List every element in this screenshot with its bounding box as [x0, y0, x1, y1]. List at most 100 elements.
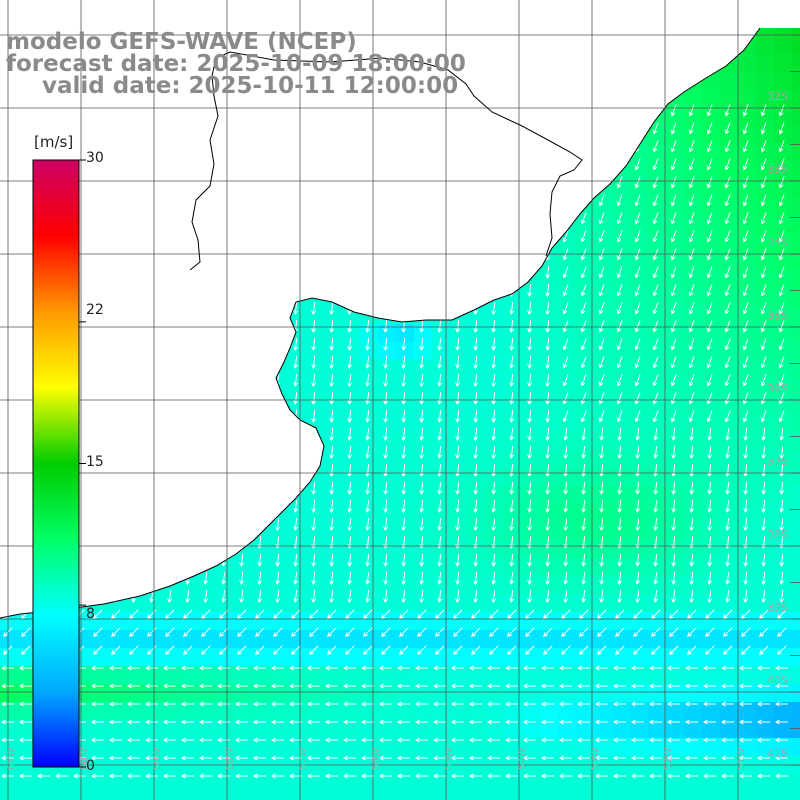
wind-arrow [433, 683, 446, 689]
wind-arrow [309, 609, 319, 619]
wind-arrow [760, 284, 767, 297]
wind-arrow [165, 609, 175, 619]
wind-arrow [473, 517, 479, 531]
wind-arrow [523, 701, 536, 707]
wind-arrow [383, 427, 389, 441]
wind-arrow [631, 755, 644, 761]
wind-arrow [705, 609, 715, 619]
wind-arrow [725, 571, 731, 585]
wind-arrow [509, 553, 515, 567]
wind-arrow [527, 427, 533, 441]
wind-arrow [595, 773, 608, 779]
wind-arrow [760, 140, 767, 153]
wind-arrow [597, 645, 607, 655]
wind-arrow [507, 609, 517, 619]
wind-arrow [724, 140, 731, 153]
wind-arrow [743, 571, 749, 585]
wind-arrow [742, 374, 749, 387]
wind-arrow [724, 104, 731, 117]
wind-arrow [577, 719, 590, 725]
colorbar-label-8: 8 [86, 606, 95, 622]
wind-arrow [616, 230, 623, 243]
wind-arrow [649, 755, 662, 761]
wind-arrow [383, 553, 389, 567]
wind-arrow [163, 701, 176, 707]
wind-arrow [724, 392, 731, 405]
wind-arrow [255, 609, 265, 619]
wind-arrow [559, 737, 572, 743]
wind-arrow [329, 499, 335, 513]
wind-arrow [761, 589, 767, 603]
wind-arrow [329, 589, 335, 603]
wind-arrow [329, 355, 335, 369]
wind-arrow [397, 701, 410, 707]
wind-arrow [271, 665, 284, 671]
wind-arrow [652, 230, 659, 243]
wind-arrow [203, 571, 209, 585]
wind-arrow [724, 158, 731, 171]
wind-arrow [545, 481, 551, 495]
wind-arrow [670, 374, 677, 387]
wind-arrow [273, 645, 283, 655]
wind-arrow [670, 140, 677, 153]
wind-arrow [634, 374, 641, 387]
wind-arrow [401, 409, 407, 423]
wind-arrow [363, 645, 373, 655]
wind-arrow [577, 755, 590, 761]
wind-arrow [469, 755, 482, 761]
wind-arrow [724, 212, 731, 225]
wind-arrow [616, 266, 623, 279]
wind-arrow [739, 683, 752, 689]
wind-arrow [437, 355, 443, 369]
wind-arrow [742, 158, 749, 171]
wind-arrow [725, 481, 731, 495]
wind-arrow [581, 481, 587, 495]
wind-arrow [688, 410, 695, 423]
wind-arrow [381, 645, 391, 655]
wind-arrow [19, 683, 32, 689]
wind-arrow [509, 517, 515, 531]
wind-arrow [779, 445, 785, 459]
wind-arrow [381, 627, 391, 637]
wind-arrow [329, 517, 335, 531]
wind-arrow [523, 737, 536, 743]
wind-arrow [580, 302, 587, 315]
wind-arrow [401, 571, 407, 585]
lon-label: 61W [6, 747, 17, 770]
wind-arrow [307, 737, 320, 743]
wind-arrow [670, 158, 677, 171]
wind-arrow [563, 463, 569, 477]
wind-arrow [706, 176, 713, 189]
wind-arrow [109, 665, 122, 671]
wind-arrow [579, 645, 589, 655]
wind-arrow [365, 463, 371, 477]
wind-arrow [631, 683, 644, 689]
wind-arrow [129, 645, 139, 655]
wind-arrow [616, 176, 623, 189]
wind-arrow [667, 665, 680, 671]
wind-arrow [739, 701, 752, 707]
wind-arrow [739, 773, 752, 779]
wind-arrow [760, 302, 767, 315]
wind-arrow [437, 463, 443, 477]
wind-arrow [127, 701, 140, 707]
wind-arrow [221, 571, 227, 585]
wind-arrow [706, 302, 713, 315]
wind-arrow [401, 373, 407, 387]
wind-arrow [523, 719, 536, 725]
wind-arrow [545, 373, 551, 387]
wind-arrow [635, 571, 641, 585]
wind-arrow [595, 719, 608, 725]
wind-arrow [527, 463, 533, 477]
wind-arrow [415, 719, 428, 725]
wind-arrow [634, 212, 641, 225]
wind-arrow [562, 284, 569, 297]
wind-arrow [613, 719, 626, 725]
wind-arrow [616, 194, 623, 207]
wind-arrow [109, 773, 122, 779]
wind-arrow [347, 553, 353, 567]
wind-arrow [455, 319, 461, 333]
wind-arrow [761, 481, 767, 495]
wind-arrow [721, 773, 734, 779]
wind-arrow [760, 194, 767, 207]
